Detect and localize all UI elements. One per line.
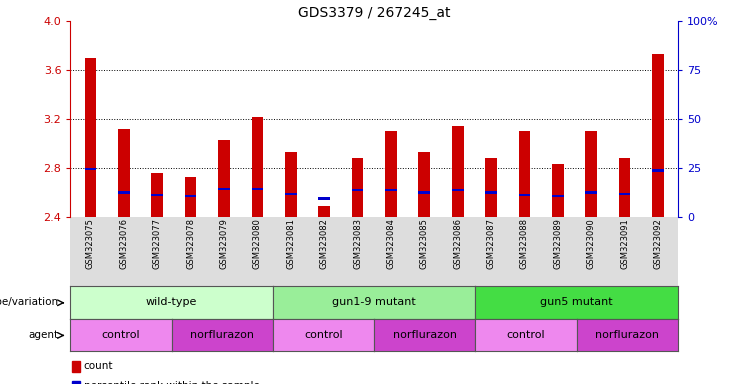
- Bar: [352, 189, 363, 191]
- Bar: [84, 58, 96, 217]
- Bar: [118, 191, 130, 194]
- Bar: [285, 193, 296, 195]
- Text: gun5 mutant: gun5 mutant: [540, 297, 613, 308]
- Bar: [385, 131, 396, 217]
- Bar: [619, 193, 631, 195]
- Bar: [73, 381, 80, 384]
- Bar: [485, 191, 497, 194]
- Text: agent: agent: [29, 329, 59, 340]
- Title: GDS3379 / 267245_at: GDS3379 / 267245_at: [298, 6, 451, 20]
- Bar: [151, 194, 163, 196]
- Bar: [485, 158, 497, 217]
- Bar: [218, 188, 230, 190]
- Bar: [552, 195, 564, 197]
- Bar: [552, 164, 564, 217]
- Bar: [251, 188, 263, 190]
- Bar: [619, 158, 631, 217]
- Bar: [185, 177, 196, 217]
- Text: control: control: [102, 330, 140, 340]
- Bar: [73, 361, 80, 372]
- Bar: [585, 191, 597, 194]
- Bar: [84, 168, 96, 170]
- Bar: [218, 140, 230, 217]
- Text: norflurazon: norflurazon: [190, 330, 254, 340]
- Bar: [519, 194, 531, 196]
- Bar: [419, 152, 430, 217]
- Bar: [419, 191, 430, 194]
- Bar: [452, 189, 464, 191]
- Bar: [652, 169, 664, 172]
- Text: norflurazon: norflurazon: [595, 330, 659, 340]
- Bar: [585, 131, 597, 217]
- Text: gun1-9 mutant: gun1-9 mutant: [332, 297, 416, 308]
- Bar: [118, 129, 130, 217]
- Bar: [352, 158, 363, 217]
- Bar: [251, 117, 263, 217]
- Text: control: control: [507, 330, 545, 340]
- Bar: [185, 195, 196, 197]
- Bar: [285, 152, 296, 217]
- Text: percentile rank within the sample: percentile rank within the sample: [84, 381, 259, 384]
- Text: genotype/variation: genotype/variation: [0, 297, 59, 307]
- Bar: [319, 197, 330, 200]
- Text: count: count: [84, 361, 113, 371]
- Bar: [519, 131, 531, 217]
- Bar: [385, 189, 396, 191]
- Text: control: control: [305, 330, 343, 340]
- Bar: [151, 173, 163, 217]
- Text: norflurazon: norflurazon: [393, 330, 457, 340]
- Bar: [319, 206, 330, 217]
- Bar: [452, 126, 464, 217]
- Bar: [652, 54, 664, 217]
- Text: wild-type: wild-type: [146, 297, 197, 308]
